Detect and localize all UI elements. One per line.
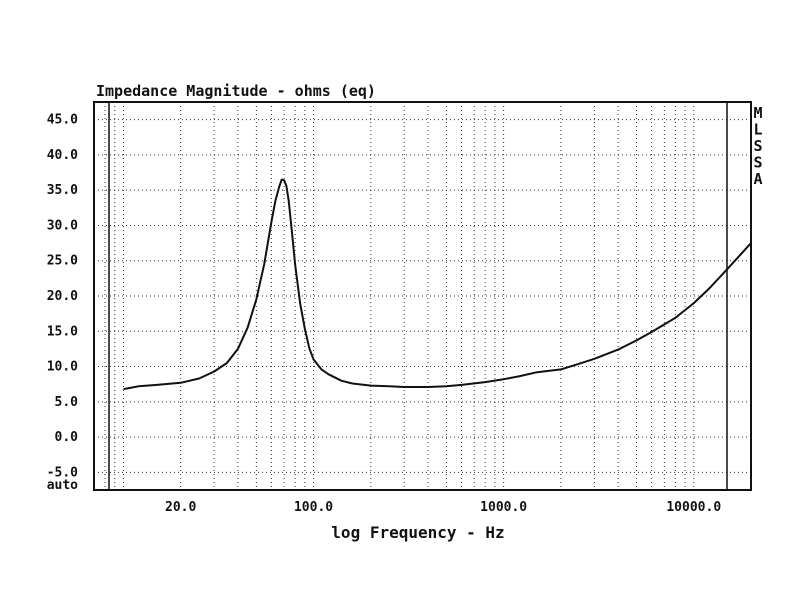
y-tick-label: 20.0 — [47, 289, 78, 304]
plot-frame — [93, 101, 752, 491]
y-tick-label: -5.0 — [47, 465, 78, 480]
x-axis-ticks: 20.0 100.0 1000.0 10000.0 — [165, 500, 721, 515]
x-tick-label: 1000.0 — [480, 500, 527, 515]
x-tick-label: 10000.0 — [666, 500, 721, 515]
x-axis-label: log Frequency - Hz — [331, 523, 504, 542]
y-tick-label: 45.0 — [47, 113, 78, 128]
y-tick-label: 40.0 — [47, 148, 78, 163]
side-label-letter: A — [753, 170, 762, 188]
y-tick-label: 0.0 — [55, 430, 79, 445]
y-tick-label: 15.0 — [47, 324, 78, 339]
y-tick-label: 35.0 — [47, 183, 78, 198]
y-tick-label: 10.0 — [47, 360, 78, 375]
y-tick-label-auto: auto — [47, 478, 78, 493]
side-label-letter: S — [753, 137, 762, 155]
chart-title: Impedance Magnitude - ohms (eq) — [96, 82, 376, 100]
y-tick-label: 30.0 — [47, 218, 78, 233]
y-tick-label: 25.0 — [47, 254, 78, 269]
y-axis-ticks: 45.0 40.0 35.0 30.0 25.0 20.0 15.0 10.0 5.0 0.0 -5… — [47, 113, 78, 493]
x-tick-label: 20.0 — [165, 500, 196, 515]
grid — [93, 102, 752, 490]
impedance-curve — [123, 178, 752, 391]
side-label-letter: S — [753, 154, 762, 172]
side-label-letter: M — [753, 104, 762, 122]
y-tick-label: 5.0 — [55, 395, 79, 410]
x-tick-label: 100.0 — [294, 500, 333, 515]
side-label-letter: L — [753, 121, 762, 139]
